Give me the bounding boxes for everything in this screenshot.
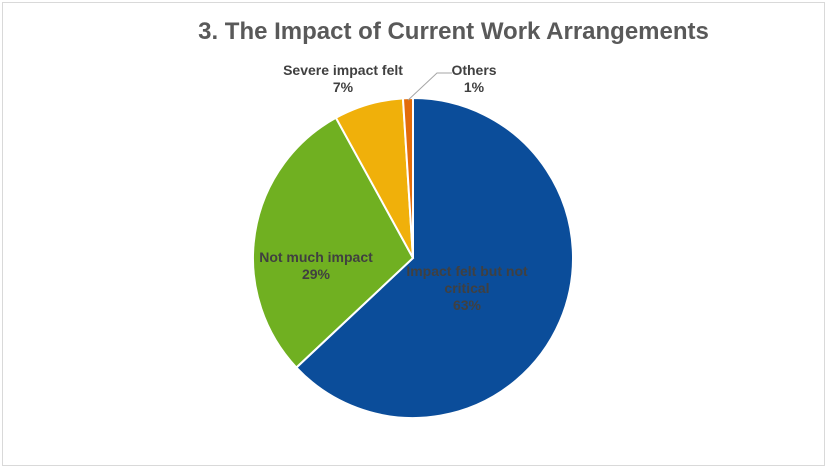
data-label-severe-impact-felt: Severe impact felt 7% bbox=[283, 62, 403, 95]
data-label-not-much-impact: Not much impact 29% bbox=[259, 249, 373, 282]
data-label-others: Others 1% bbox=[451, 62, 496, 95]
data-label-impact-felt-but-not-critical: Impact felt but not critical 63% bbox=[406, 263, 528, 313]
others-leader-line bbox=[407, 72, 452, 101]
chart-title: 3. The Impact of Current Work Arrangemen… bbox=[198, 18, 709, 45]
pie-slice-not-much-impact bbox=[252, 116, 415, 369]
pie-slice-others bbox=[401, 96, 414, 259]
pie-slice-impact-felt-but-not-critical bbox=[294, 96, 574, 419]
